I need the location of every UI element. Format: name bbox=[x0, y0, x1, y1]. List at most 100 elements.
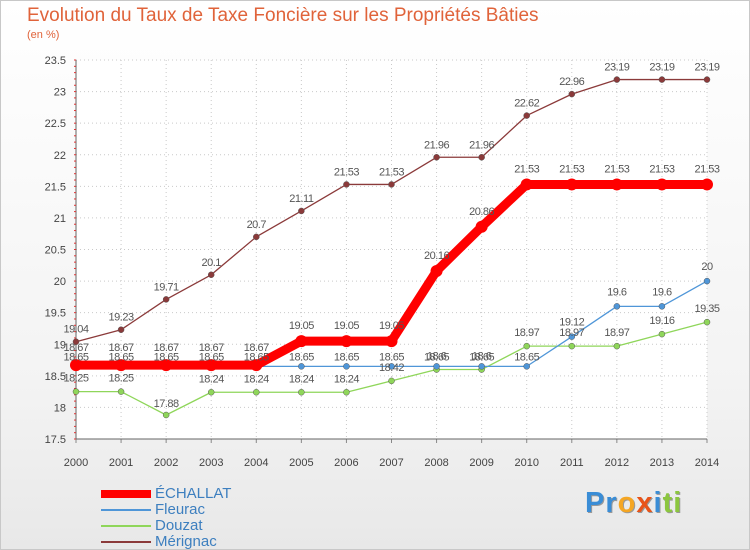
data-label-douzat: 18.42 bbox=[379, 362, 404, 374]
data-point-echallat bbox=[475, 220, 488, 233]
data-label-douzat: 18.24 bbox=[199, 373, 224, 385]
x-tick-label: 2001 bbox=[109, 457, 133, 469]
data-point-douzat bbox=[162, 411, 170, 419]
data-point-merignac bbox=[478, 154, 485, 161]
data-label-merignac: 20.1 bbox=[202, 257, 222, 269]
data-point-echallat bbox=[610, 178, 623, 191]
data-label-merignac: 22.62 bbox=[514, 98, 539, 110]
legend-label-douzat: Douzat bbox=[155, 517, 203, 534]
data-point-echallat bbox=[655, 178, 668, 191]
data-label-fleurac: 20 bbox=[701, 261, 713, 273]
data-label-douzat: 18.6 bbox=[427, 351, 447, 363]
data-label-merignac: 21.53 bbox=[379, 166, 404, 178]
y-tick-label: 23.5 bbox=[45, 55, 66, 67]
data-label-merignac: 23.19 bbox=[694, 62, 719, 74]
y-tick-label: 19.5 bbox=[45, 308, 66, 320]
logo-letter: P bbox=[585, 487, 606, 519]
data-point-merignac bbox=[613, 76, 621, 83]
data-point-fleurac bbox=[613, 303, 621, 310]
data-label-echallat: 21.53 bbox=[604, 163, 629, 175]
y-tick-label: 18.5 bbox=[45, 371, 66, 383]
x-tick-label: 2013 bbox=[650, 457, 674, 469]
logo-letter: o bbox=[617, 487, 637, 519]
logo-letter: x bbox=[636, 487, 654, 519]
y-tick-label: 21 bbox=[54, 213, 66, 225]
data-label-douzat: 18.6 bbox=[472, 351, 492, 363]
data-point-merignac bbox=[72, 338, 80, 345]
data-label-douzat: 17.88 bbox=[154, 398, 179, 410]
data-point-echallat bbox=[701, 178, 713, 191]
data-point-merignac bbox=[117, 326, 125, 333]
data-point-fleurac bbox=[658, 303, 666, 310]
data-label-douzat: 19.16 bbox=[649, 315, 674, 327]
data-label-merignac: 21.96 bbox=[424, 139, 449, 151]
data-label-merignac: 19.04 bbox=[63, 324, 88, 336]
data-point-echallat bbox=[385, 335, 398, 348]
x-tick-label: 2006 bbox=[334, 457, 358, 469]
data-point-merignac bbox=[253, 233, 260, 241]
x-tick-label: 2005 bbox=[289, 457, 313, 469]
data-label-echallat: 18.67 bbox=[199, 342, 224, 354]
data-label-merignac: 23.19 bbox=[604, 62, 629, 74]
data-point-douzat bbox=[613, 342, 621, 350]
data-point-douzat bbox=[207, 389, 215, 396]
data-label-echallat: 21.53 bbox=[694, 163, 719, 175]
y-tick-label: 22.5 bbox=[45, 118, 66, 130]
data-point-merignac bbox=[207, 271, 215, 279]
data-point-echallat bbox=[70, 359, 82, 372]
data-label-fleurac: 18.65 bbox=[199, 351, 224, 363]
data-point-merignac bbox=[388, 181, 395, 188]
data-point-echallat bbox=[250, 359, 263, 372]
logo-letter: t bbox=[662, 487, 674, 519]
logo-letter: i bbox=[673, 487, 683, 519]
x-tick-label: 2008 bbox=[424, 457, 448, 469]
chart-subtitle: (en %) bbox=[27, 29, 60, 41]
data-point-fleurac bbox=[703, 277, 711, 285]
y-tick-label: 20 bbox=[54, 276, 66, 288]
data-label-echallat: 18.67 bbox=[244, 342, 269, 354]
data-label-merignac: 19.23 bbox=[109, 312, 134, 324]
data-point-echallat bbox=[115, 359, 128, 372]
data-point-merignac bbox=[162, 296, 170, 303]
data-label-echallat: 21.53 bbox=[559, 163, 584, 175]
data-label-fleurac: 18.65 bbox=[424, 351, 449, 363]
logo-letter: i bbox=[653, 487, 663, 519]
data-point-echallat bbox=[430, 264, 443, 277]
plot-area bbox=[76, 60, 707, 439]
data-point-fleurac bbox=[298, 363, 305, 370]
data-label-merignac: 22.96 bbox=[559, 76, 584, 88]
y-tick-label: 17.5 bbox=[45, 434, 66, 446]
data-label-echallat: 19.05 bbox=[379, 320, 404, 332]
x-tick-label: 2003 bbox=[199, 457, 223, 469]
data-point-fleurac bbox=[343, 363, 350, 370]
data-label-fleurac: 19.6 bbox=[652, 286, 672, 298]
data-label-fleurac: 18.65 bbox=[109, 351, 134, 363]
y-tick-label: 21.5 bbox=[45, 181, 66, 193]
data-point-douzat bbox=[253, 389, 260, 396]
x-tick-label: 2007 bbox=[379, 457, 403, 469]
data-point-merignac bbox=[298, 207, 305, 215]
data-point-douzat bbox=[658, 330, 666, 338]
data-label-douzat: 18.25 bbox=[109, 373, 134, 385]
y-tick-label: 22 bbox=[54, 150, 66, 162]
data-label-echallat: 18.67 bbox=[154, 342, 179, 354]
data-point-merignac bbox=[523, 112, 530, 119]
data-label-merignac: 21.96 bbox=[469, 139, 494, 151]
y-tick-label: 23 bbox=[54, 87, 66, 99]
data-point-merignac bbox=[658, 76, 666, 83]
data-label-douzat: 18.24 bbox=[334, 373, 359, 385]
legend-label-echallat: ÉCHALLAT bbox=[155, 485, 232, 502]
data-point-douzat bbox=[388, 377, 395, 385]
x-tick-label: 2012 bbox=[605, 457, 629, 469]
x-tick-label: 2002 bbox=[154, 457, 178, 469]
chart-title: Evolution du Taux de Taxe Foncière sur l… bbox=[27, 5, 539, 26]
data-point-douzat bbox=[117, 388, 125, 395]
data-point-echallat bbox=[295, 335, 308, 348]
data-label-douzat: 18.24 bbox=[289, 373, 314, 385]
data-label-echallat: 21.53 bbox=[514, 163, 539, 175]
data-point-douzat bbox=[72, 388, 80, 395]
data-point-fleurac bbox=[568, 333, 576, 340]
data-label-merignac: 21.53 bbox=[334, 166, 359, 178]
data-label-merignac: 19.71 bbox=[154, 281, 179, 293]
